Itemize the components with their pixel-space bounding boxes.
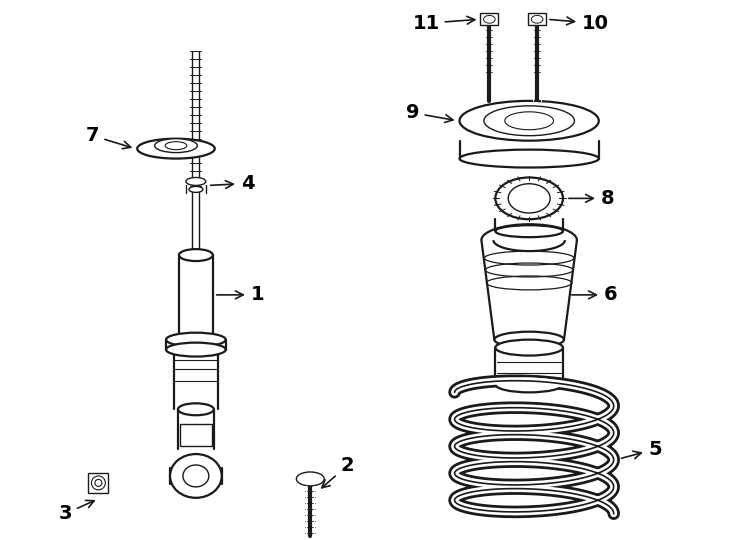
Ellipse shape [186, 178, 206, 185]
Text: 4: 4 [211, 174, 254, 193]
Bar [528, 14, 546, 25]
Ellipse shape [179, 249, 213, 261]
Ellipse shape [155, 139, 197, 153]
Ellipse shape [459, 101, 599, 140]
Ellipse shape [495, 178, 563, 219]
Text: 9: 9 [406, 103, 453, 123]
Text: 5: 5 [622, 440, 662, 458]
Ellipse shape [495, 376, 563, 393]
Ellipse shape [137, 139, 215, 159]
Text: 8: 8 [569, 189, 614, 208]
Ellipse shape [166, 333, 226, 347]
Text: 10: 10 [550, 14, 609, 33]
Bar [180, 424, 212, 446]
Text: 6: 6 [572, 285, 617, 305]
Bar [481, 14, 498, 25]
Text: 3: 3 [59, 501, 94, 523]
Text: 2: 2 [321, 456, 354, 488]
Ellipse shape [459, 150, 599, 167]
Ellipse shape [484, 106, 575, 136]
Bar [88, 473, 109, 493]
Text: 11: 11 [413, 14, 475, 33]
Ellipse shape [505, 112, 553, 130]
Ellipse shape [495, 225, 563, 237]
Ellipse shape [495, 340, 563, 355]
Ellipse shape [165, 141, 187, 150]
Ellipse shape [494, 332, 564, 348]
Ellipse shape [508, 184, 550, 213]
Text: 7: 7 [86, 126, 131, 149]
Ellipse shape [297, 472, 324, 486]
Ellipse shape [178, 403, 214, 415]
Ellipse shape [189, 186, 203, 192]
Ellipse shape [166, 342, 226, 356]
Ellipse shape [170, 454, 222, 498]
Text: 1: 1 [217, 285, 264, 305]
Ellipse shape [183, 465, 208, 487]
